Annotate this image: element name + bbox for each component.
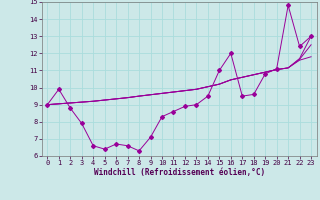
X-axis label: Windchill (Refroidissement éolien,°C): Windchill (Refroidissement éolien,°C) — [94, 168, 265, 177]
